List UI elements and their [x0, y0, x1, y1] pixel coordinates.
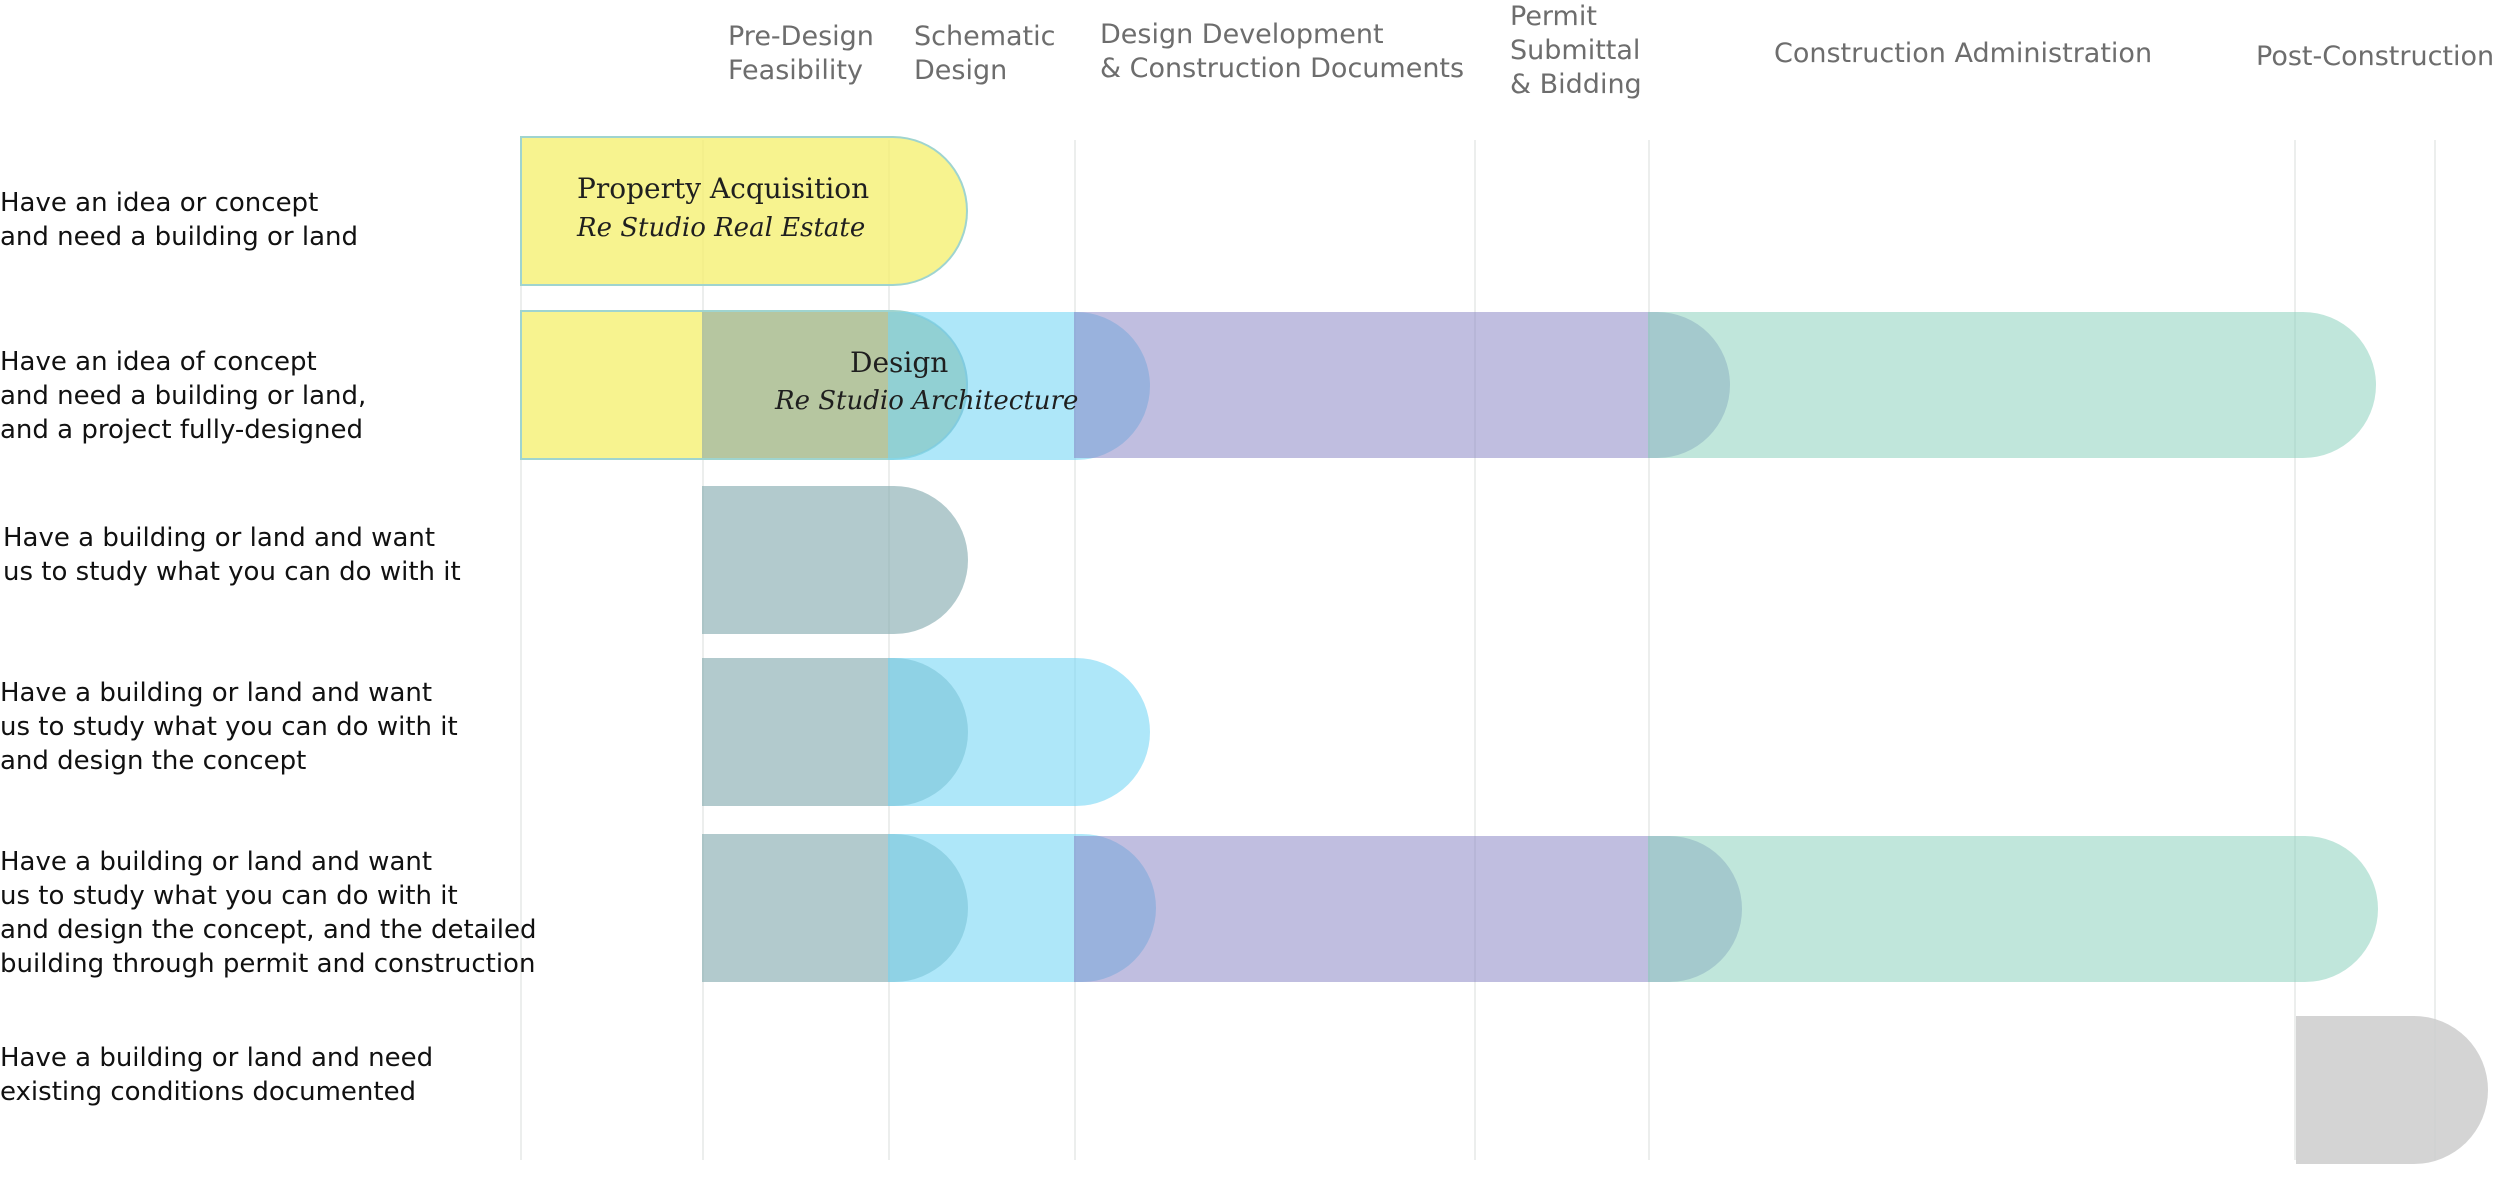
- feasibility-bar-row3: [702, 486, 968, 634]
- phase-divider-line: [1474, 140, 1476, 1160]
- schematic-bar-row4: [888, 658, 1150, 806]
- property-acquisition-title: Property Acquisition: [577, 172, 870, 205]
- design-development-bar-row5: [1074, 836, 1742, 982]
- row-label-idea-land-design: Have an idea of concept and need a build…: [0, 347, 367, 445]
- phase-schematic-design: Schematic Design: [914, 21, 1056, 86]
- existing-conditions-bar: [2296, 1016, 2488, 1164]
- row-label-building-study-concept: Have a building or land and want us to s…: [0, 678, 458, 776]
- phase-post-construction: Post-Construction: [2256, 41, 2495, 72]
- construction-admin-bar-row2: [1648, 312, 2376, 458]
- design-development-bar-row2: [1074, 312, 1730, 458]
- phase-divider-line: [520, 140, 522, 1160]
- construction-admin-bar-row5: [1648, 836, 2378, 982]
- phase-divider-line: [2294, 140, 2296, 1160]
- property-acquisition-subtitle: Re Studio Real Estate: [577, 213, 866, 243]
- phase-pre-design: Pre-Design Feasibility: [728, 21, 874, 86]
- phase-divider-line: [888, 140, 890, 1160]
- phase-permit-bidding: Permit Submittal & Bidding: [1510, 1, 1642, 100]
- phase-divider-line: [2434, 140, 2436, 1160]
- phase-divider-line: [1074, 140, 1076, 1160]
- design-bar-subtitle: Re Studio Architecture: [775, 386, 1079, 416]
- row-label-full-service: Have a building or land and want us to s…: [0, 847, 537, 979]
- phase-divider-line: [1648, 140, 1650, 1160]
- row-label-existing-conditions: Have a building or land and need existin…: [0, 1043, 434, 1107]
- property-acquisition-bar: [520, 136, 968, 286]
- row-label-idea-need-land: Have an idea or concept and need a build…: [0, 188, 359, 252]
- phase-construction-administration: Construction Administration: [1774, 38, 2153, 69]
- phase-divider-line: [702, 140, 704, 1160]
- row-label-building-study: Have a building or land and want us to s…: [3, 523, 461, 587]
- phase-design-development: Design Development & Construction Docume…: [1100, 19, 1465, 84]
- design-bar-title: Design: [850, 346, 949, 379]
